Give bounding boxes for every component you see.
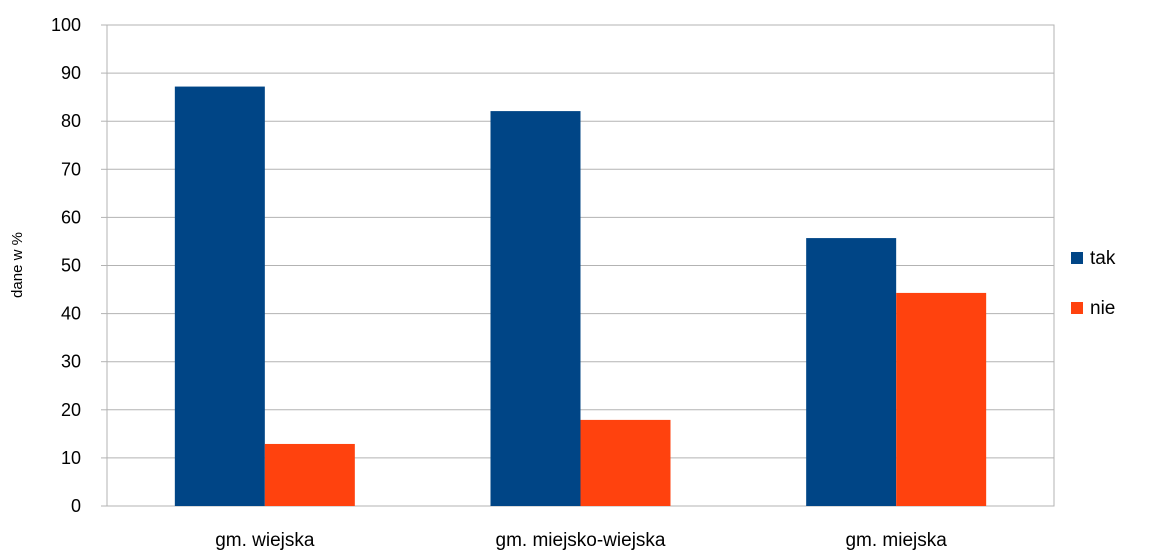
bar-nie-1 <box>264 443 355 506</box>
y-tick-label: 80 <box>61 111 81 131</box>
y-tick-label: 20 <box>61 400 81 420</box>
y-tick-label: 0 <box>71 496 81 516</box>
x-category-label: gm. wiejska <box>215 530 315 551</box>
bar-tak-1 <box>174 86 265 507</box>
y-tick-label: 40 <box>61 304 81 324</box>
y-tick-label: 50 <box>61 256 81 276</box>
y-tick-label: 60 <box>61 207 81 227</box>
legend-swatch-tak <box>1071 252 1083 264</box>
bar-nie-2 <box>580 419 671 506</box>
legend-label-nie: nie <box>1090 298 1115 319</box>
bar-tak-2 <box>490 111 581 506</box>
legend-swatch-nie <box>1071 302 1083 314</box>
y-tick-label: 100 <box>51 15 81 35</box>
x-category-label: gm. miejska <box>845 530 947 551</box>
x-axis-categories: gm. wiejska gm. miejsko-wiejska gm. miejsk… <box>215 530 947 551</box>
x-category-label: gm. miejsko-wiejska <box>496 530 666 551</box>
bar-tak-3 <box>806 238 897 506</box>
y-tick-label: 90 <box>61 63 81 83</box>
bar-nie-3 <box>896 292 987 506</box>
legend-label-tak: tak <box>1090 248 1116 269</box>
y-axis-title: dane w % <box>9 232 26 298</box>
y-axis-ticks: 0 10 20 30 40 50 60 70 80 90 100 <box>51 15 107 516</box>
y-tick-label: 30 <box>61 352 81 372</box>
y-tick-label: 10 <box>61 448 81 468</box>
y-tick-label: 70 <box>61 159 81 179</box>
legend: tak nie <box>1071 248 1116 319</box>
bars <box>174 86 987 507</box>
